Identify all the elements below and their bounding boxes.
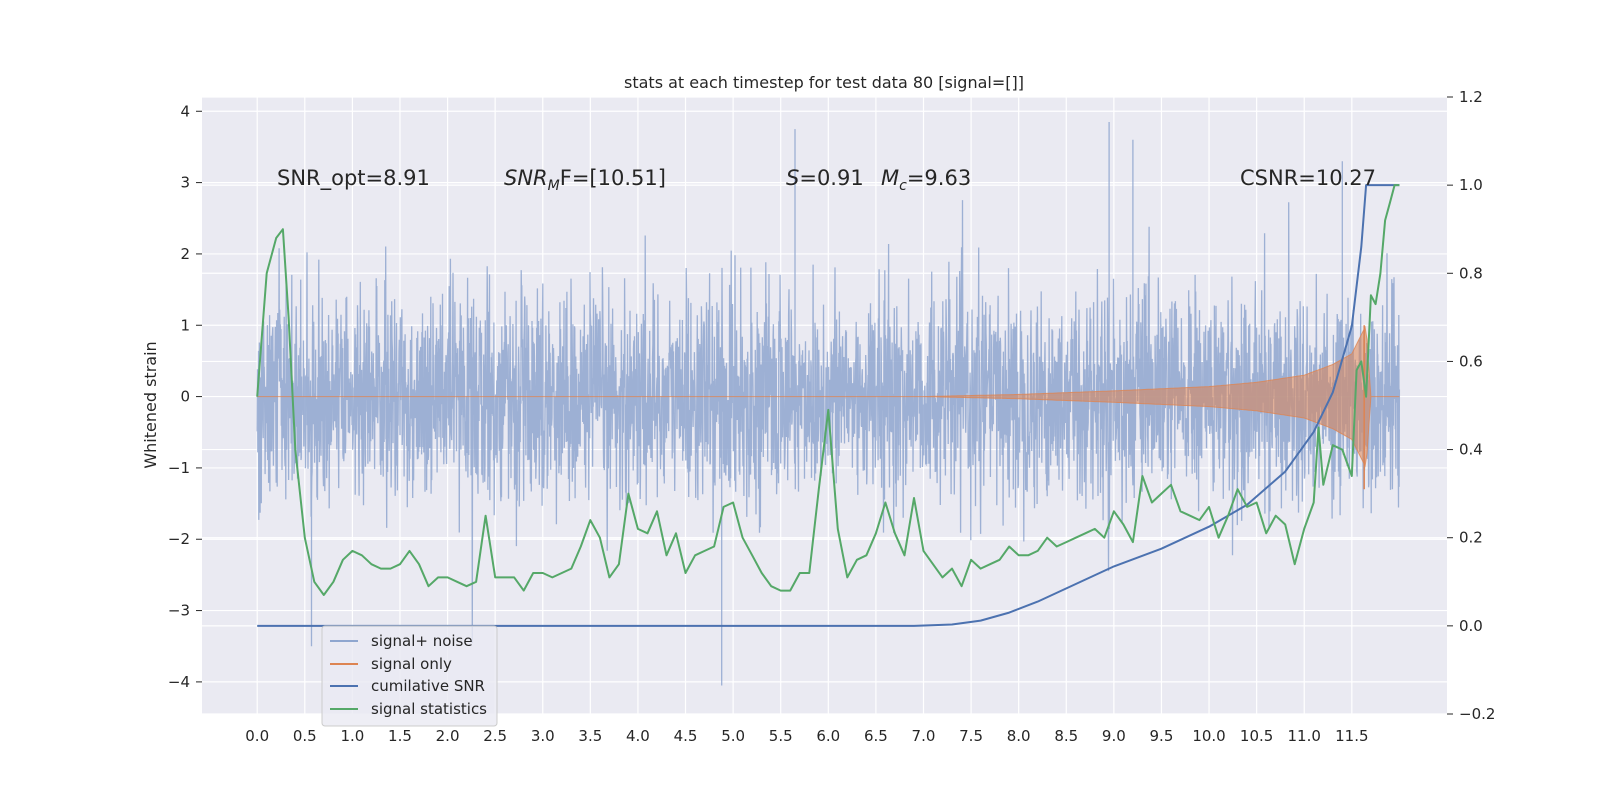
x-tick-label: 3.0 bbox=[531, 727, 555, 745]
x-tick-label: 1.0 bbox=[340, 727, 364, 745]
x-tick-label: 10.0 bbox=[1192, 727, 1225, 745]
axes: 0.0 0.5 1.0 1.5 2.0 2.5 3.0 3.5 4.0 4.5 5.0 5.5 6.0 6… bbox=[168, 88, 1496, 745]
legend-label-signal-statistics: signal statistics bbox=[371, 700, 487, 718]
annotation-s-value: =0.91 bbox=[799, 166, 863, 190]
x-tick-label: 7.5 bbox=[959, 727, 983, 745]
x-tick-label: 0.0 bbox=[245, 727, 269, 745]
series-signal-statistics bbox=[256, 184, 1400, 596]
x-tick-label: 3.5 bbox=[578, 727, 602, 745]
annotation-snr-opt: SNR_opt=8.91 bbox=[277, 166, 430, 191]
series-signal-noise bbox=[256, 122, 1401, 686]
annotation-mc-value: =9.63 bbox=[907, 166, 971, 190]
y2-tick-label: 0.4 bbox=[1459, 441, 1483, 459]
legend-box bbox=[321, 625, 498, 727]
x-tick-label: 9.5 bbox=[1150, 727, 1174, 745]
y-tick-label: 4 bbox=[180, 102, 190, 120]
series-cumulative-snr bbox=[257, 184, 1400, 627]
x-tick-label: 5.0 bbox=[721, 727, 745, 745]
x-tick-label: 6.5 bbox=[864, 727, 888, 745]
y-tick-label: 3 bbox=[180, 174, 190, 192]
x-tick-label: 1.5 bbox=[388, 727, 412, 745]
y-tick-label: 1 bbox=[180, 316, 190, 334]
x-tick-label: 0.5 bbox=[293, 727, 317, 745]
x-tick-label: 2.0 bbox=[436, 727, 460, 745]
y-axis-label: Whitened strain bbox=[141, 341, 160, 468]
y2-tick-label: 1.0 bbox=[1459, 176, 1483, 194]
x-tick-label: 7.0 bbox=[912, 727, 936, 745]
annotation-mc: Mc=9.63 bbox=[881, 166, 971, 194]
y-tick-label: −4 bbox=[168, 673, 190, 691]
annotation-s-label: S bbox=[786, 166, 799, 190]
line-cumulative-snr bbox=[257, 184, 1400, 627]
legend-label-cumulative-snr: cumilative SNR bbox=[371, 677, 485, 695]
annotation-snr-mf-rest: F=[10.51] bbox=[560, 166, 666, 190]
series-signal-only bbox=[257, 325, 1400, 490]
y-tick-label: −1 bbox=[168, 459, 190, 477]
chart-title: stats at each timestep for test data 80 … bbox=[624, 73, 1024, 92]
annotation-csnr: CSNR=10.27 bbox=[1240, 166, 1376, 190]
x-tick-label: 6.0 bbox=[816, 727, 840, 745]
x-tick-label: 5.5 bbox=[769, 727, 793, 745]
y2-tick-label: 0.0 bbox=[1459, 617, 1483, 635]
annotation-mc-label: M bbox=[881, 166, 899, 190]
x-tick-label: 4.0 bbox=[626, 727, 650, 745]
annotation-snr-mf-main: SNR bbox=[504, 166, 548, 190]
y2-tick-label: 1.2 bbox=[1459, 88, 1483, 106]
x-tick-label: 11.5 bbox=[1335, 727, 1368, 745]
annotation-mc-sub: c bbox=[899, 178, 907, 194]
y-tick-label: −2 bbox=[168, 530, 190, 548]
y-tick-label: 2 bbox=[180, 245, 190, 263]
line-signal-noise bbox=[256, 122, 1401, 686]
x-tick-label: 2.5 bbox=[483, 727, 507, 745]
legend-label-signal-noise: signal+ noise bbox=[371, 632, 473, 650]
x-tick-label: 10.5 bbox=[1240, 727, 1273, 745]
x-tick-label: 11.0 bbox=[1288, 727, 1321, 745]
y2-tick-label: −0.2 bbox=[1459, 705, 1495, 723]
annotation-s: S=0.91 bbox=[786, 166, 864, 190]
x-tick-label: 8.5 bbox=[1054, 727, 1078, 745]
y2-tick-label: 0.2 bbox=[1459, 529, 1483, 547]
y2-tick-label: 0.8 bbox=[1459, 264, 1483, 282]
annotation-snr-mf-sub: M bbox=[548, 178, 560, 194]
y2-tick-label: 0.6 bbox=[1459, 352, 1483, 370]
y-tick-label: 0 bbox=[180, 388, 190, 406]
x-tick-label: 9.0 bbox=[1102, 727, 1126, 745]
line-signal-only bbox=[257, 325, 1400, 468]
legend: signal+ noise signal only cumilative SNR… bbox=[321, 625, 498, 727]
y-tick-label: −3 bbox=[168, 602, 190, 620]
x-tick-label: 4.5 bbox=[674, 727, 698, 745]
line-signal-statistics bbox=[256, 184, 1400, 596]
legend-label-signal-only: signal only bbox=[371, 655, 452, 673]
annotation-snr-mf: SNRMF=[10.51] bbox=[504, 166, 666, 194]
x-tick-label: 8.0 bbox=[1007, 727, 1031, 745]
